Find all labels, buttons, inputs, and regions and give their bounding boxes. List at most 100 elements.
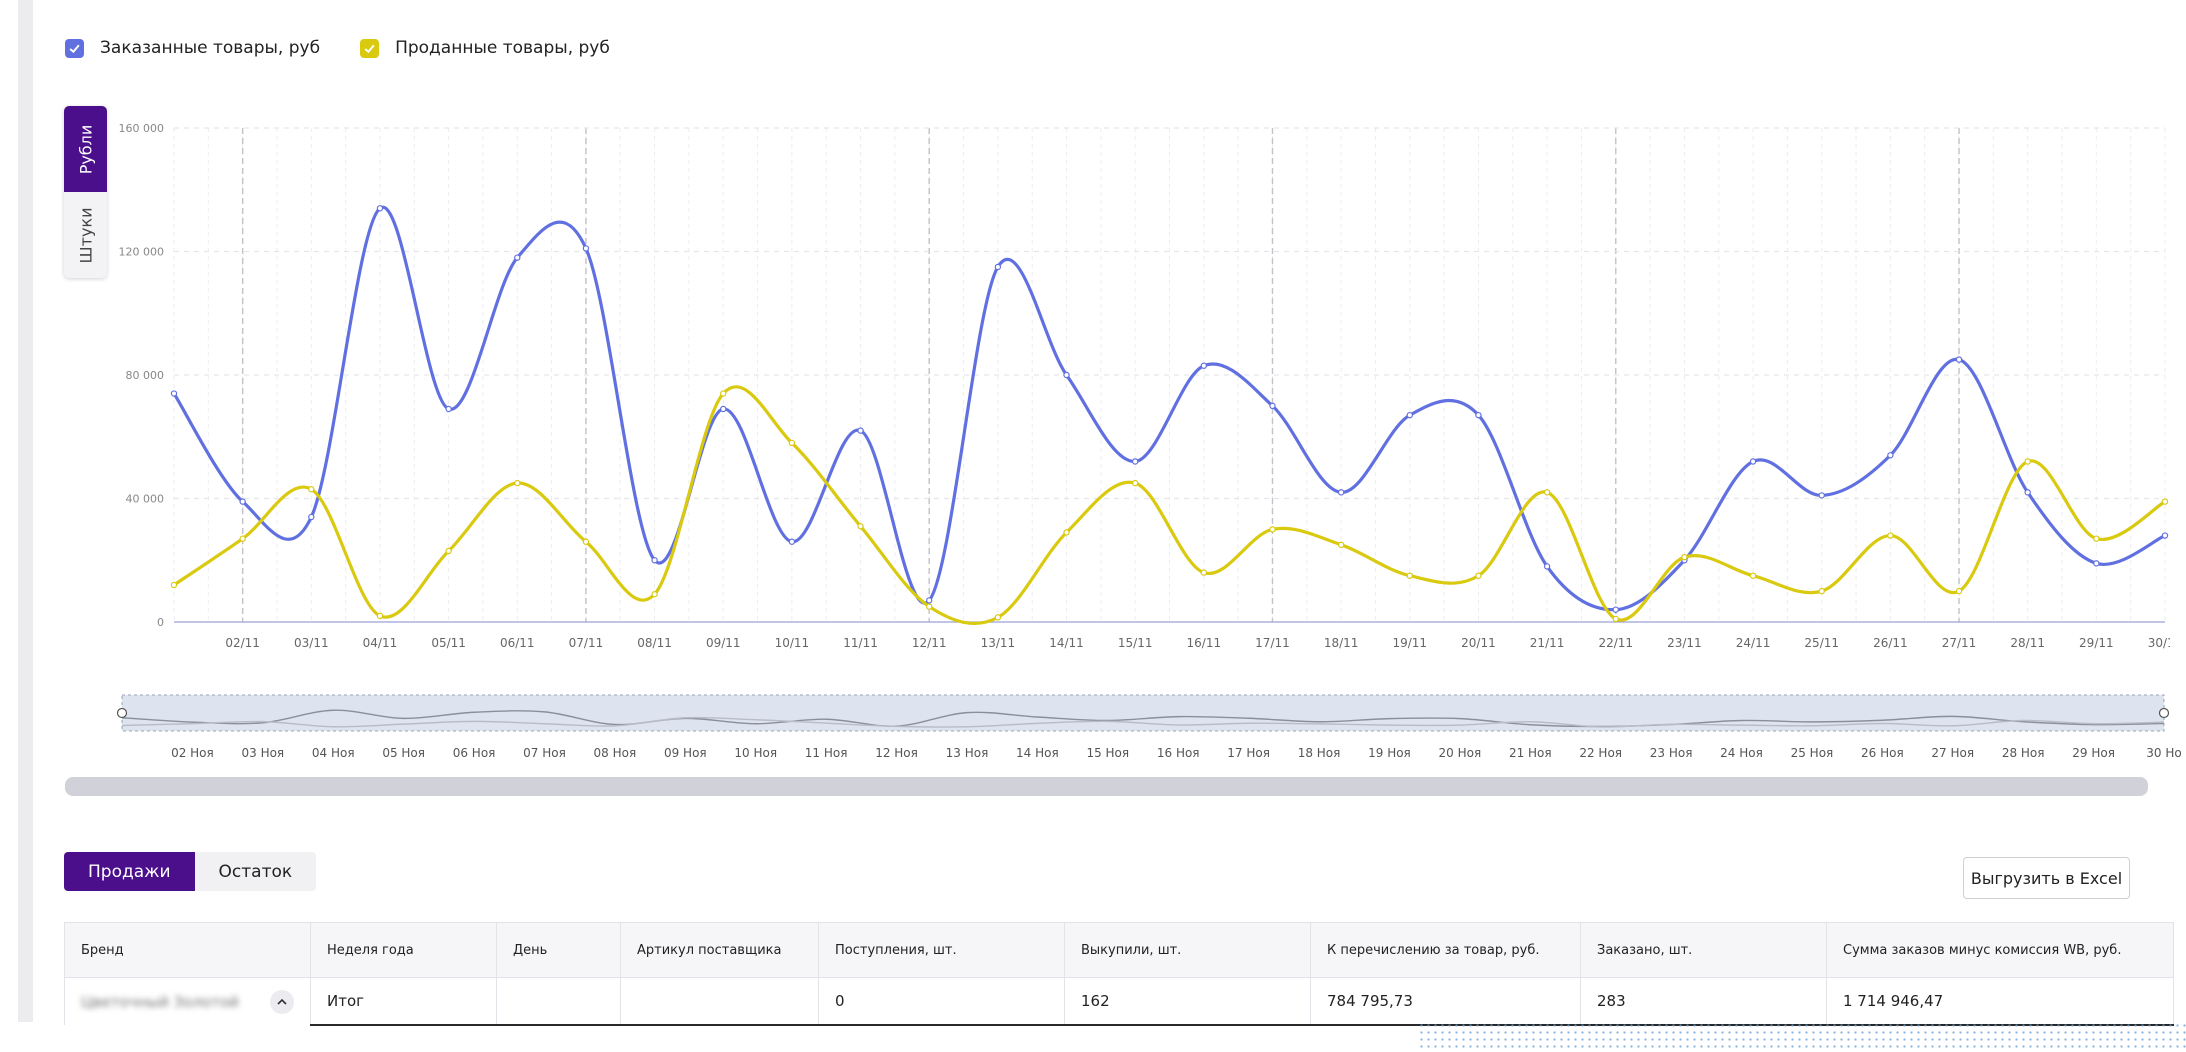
data-point (308, 513, 315, 521)
main-chart: 0 40 000 80 000 120 000 160 000 02/11 03/11 04/… (119, 122, 2171, 650)
navigator-series-line (121, 716, 2165, 728)
cell-day (496, 977, 621, 1026)
navigator-right-handle (2158, 707, 2170, 719)
data-point (376, 205, 384, 212)
navigator-tick-label: 02 Ноя (171, 746, 214, 760)
header-ordered[interactable]: Заказано, шт. (1580, 922, 1827, 978)
data-point (926, 597, 933, 604)
data-point (2024, 489, 2031, 496)
data-point (582, 538, 590, 545)
data-point (788, 439, 796, 447)
navigator-tick-label: 18 Ноя (1298, 746, 1341, 760)
data-point (1200, 362, 1208, 369)
header-arrivals[interactable]: Поступления, шт. (818, 922, 1065, 978)
y-tick-label: 80 000 (126, 369, 165, 382)
unit-pieces-button[interactable]: Штуки (64, 192, 107, 278)
navigator-tick-label: 28 Ноя (2002, 746, 2045, 760)
data-point (651, 591, 658, 598)
tab-stock[interactable]: Остаток (194, 852, 317, 891)
data-point (926, 603, 933, 610)
navigator-tick-label: 03 Ноя (241, 746, 284, 760)
data-point (1269, 402, 1276, 410)
navigator-tick-label: 11 Ноя (805, 746, 848, 760)
x-tick-label: 04/11 (363, 636, 398, 650)
x-tick-label: 27/11 (1942, 636, 1977, 650)
horizontal-scrollbar[interactable] (65, 777, 2148, 796)
data-point (857, 523, 864, 530)
y-tick-label: 0 (157, 616, 164, 629)
export-excel-button[interactable]: Выгрузить в Excel (1963, 857, 2130, 899)
data-point (1200, 569, 1208, 576)
navigator-tick-label: 06 Ноя (453, 746, 496, 760)
data-point (994, 614, 1002, 621)
header-bought[interactable]: Выкупили, шт. (1064, 922, 1311, 978)
x-tick-label: 07/11 (569, 636, 604, 650)
x-tick-label: 24/11 (1736, 636, 1771, 650)
data-point (720, 405, 727, 413)
data-point (514, 479, 521, 487)
ordered-checkbox[interactable] (65, 38, 84, 58)
collapse-button[interactable] (270, 989, 294, 1014)
data-point (239, 498, 246, 505)
table-row: Цветочный Золотой Итог 0 162 784 795,73 … (64, 977, 2174, 1026)
data-point (445, 547, 452, 555)
data-point (1955, 356, 1963, 363)
x-tick-label: 23/11 (1667, 636, 1702, 650)
header-week[interactable]: Неделя года (310, 922, 497, 978)
x-tick-label: 22/11 (1598, 636, 1633, 650)
data-point (1749, 458, 1757, 465)
decorative-dots (1418, 1022, 2186, 1052)
y-tick-label: 120 000 (119, 246, 165, 259)
data-point (582, 245, 590, 252)
data-point (1475, 411, 1482, 419)
header-article[interactable]: Артикул поставщика (620, 922, 819, 978)
data-point (2093, 535, 2100, 542)
navigator-tick-label: 25 Ноя (1791, 746, 1834, 760)
x-tick-label: 14/11 (1049, 636, 1084, 650)
x-tick-label: 16/11 (1187, 636, 1222, 650)
legend-ordered[interactable]: Заказанные товары, руб (65, 38, 320, 58)
header-sum[interactable]: Сумма заказов минус комиссия WB, руб. (1826, 922, 2174, 978)
cell-payout: 784 795,73 (1310, 977, 1581, 1026)
x-tick-label: 28/11 (2010, 636, 2045, 650)
cell-week: Итог (310, 977, 497, 1026)
data-point (1887, 452, 1894, 459)
data-point (1543, 489, 1551, 496)
x-tick-label: 09/11 (706, 636, 741, 650)
tab-sales[interactable]: Продажи (64, 852, 195, 891)
sales-table: Бренд Неделя года День Артикул поставщик… (64, 922, 2174, 1026)
data-point (1749, 572, 1757, 579)
data-point (376, 612, 384, 620)
data-point (2161, 532, 2169, 539)
header-day[interactable]: День (496, 922, 621, 978)
data-point (1612, 606, 1619, 613)
x-tick-label: 19/11 (1392, 636, 1427, 650)
data-point (1131, 479, 1139, 487)
sold-checkbox[interactable] (360, 38, 380, 58)
navigator-tick-label: 22 Ноя (1579, 746, 1622, 760)
data-point (1681, 553, 1688, 561)
data-point (651, 557, 658, 564)
legend-ordered-label: Заказанные товары, руб (100, 38, 321, 58)
navigator-tick-label: 30 Но (2146, 746, 2181, 760)
x-tick-label: 18/11 (1324, 636, 1359, 650)
header-payout[interactable]: К перечислению за товар, руб. (1310, 922, 1581, 978)
unit-rubles-button[interactable]: Рубли (64, 106, 107, 192)
data-point (1818, 587, 1825, 595)
navigator-tick-label: 23 Ноя (1650, 746, 1693, 760)
navigator-tick-label: 29 Ноя (2072, 746, 2115, 760)
unit-toggle: Рубли Штуки (64, 106, 107, 278)
header-brand[interactable]: Бренд (64, 922, 311, 978)
legend-sold[interactable]: Проданные товары, руб (360, 38, 610, 58)
y-tick-label: 160 000 (119, 122, 165, 135)
data-point (1406, 411, 1413, 419)
navigator-chart[interactable]: 02 Ноя 03 Ноя 04 Ноя 05 Ноя 06 Ноя 07 Ноя 08 Н… (110, 690, 2186, 770)
cell-ordered: 283 (1580, 977, 1827, 1026)
data-point (2161, 498, 2169, 505)
data-point (1063, 529, 1070, 536)
unit-rubles-label: Рубли (76, 124, 96, 174)
x-tick-label: 21/11 (1530, 636, 1565, 650)
cell-brand: Цветочный Золотой (64, 977, 311, 1025)
navigator-tick-label: 12 Ноя (875, 746, 918, 760)
navigator-tick-label: 24 Ноя (1720, 746, 1763, 760)
